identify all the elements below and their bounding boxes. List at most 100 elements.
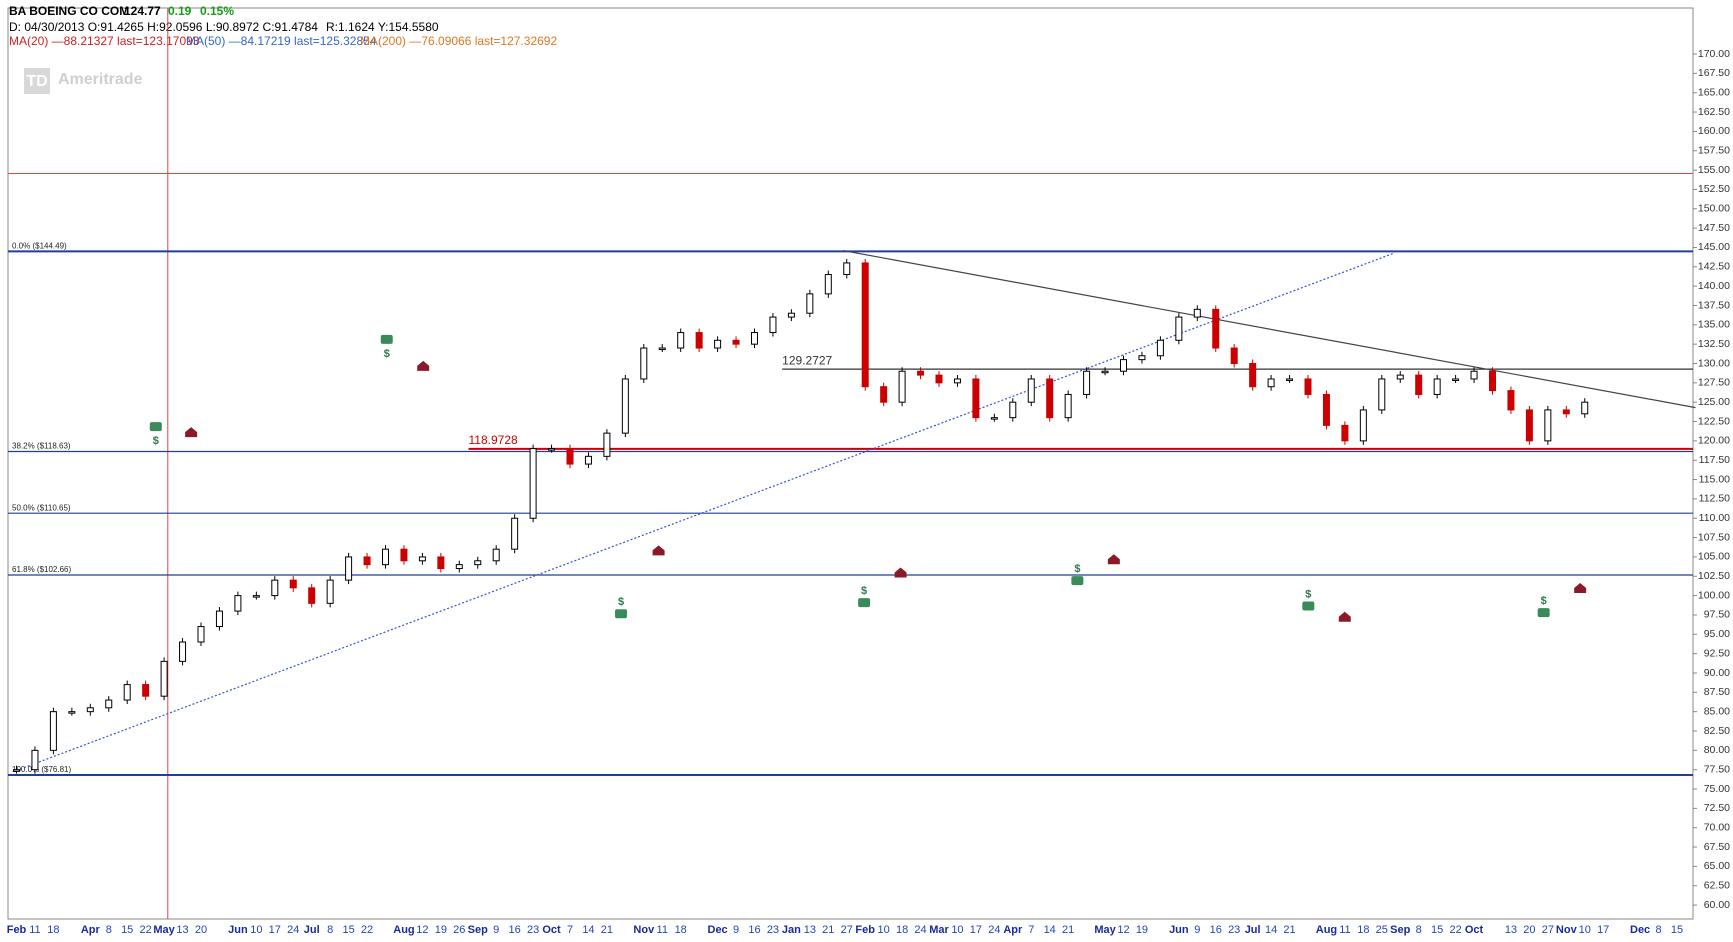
- y-tick-label: 97.50: [1704, 609, 1730, 621]
- y-tick-label: 150.00: [1698, 203, 1730, 215]
- x-tick-label: 8: [327, 924, 333, 936]
- x-tick-label: 15: [1431, 924, 1443, 936]
- fib-label: 50.0% ($110.65): [12, 503, 71, 512]
- x-tick-label: 23: [527, 924, 539, 936]
- x-tick-label: Jun: [228, 924, 248, 936]
- candle: [843, 262, 851, 276]
- candle: [382, 548, 389, 566]
- x-tick-label: 14: [582, 924, 594, 936]
- y-tick-label: 125.00: [1698, 396, 1730, 408]
- candle: [234, 595, 242, 612]
- earnings-icon: [1574, 582, 1587, 593]
- candle: [769, 316, 777, 334]
- x-tick-label: Aug: [1316, 924, 1337, 936]
- dividend-symbol: $: [1541, 595, 1547, 607]
- candle: [1544, 409, 1552, 442]
- dividend-icon: [149, 422, 162, 432]
- x-tick-label: Apr: [81, 924, 101, 936]
- y-tick-label: 75.00: [1704, 783, 1730, 795]
- candle: [363, 556, 371, 566]
- y-tick-label: 165.00: [1698, 86, 1730, 98]
- x-tick-label: 23: [767, 924, 779, 936]
- candle: [197, 626, 205, 643]
- candle: [474, 560, 482, 566]
- y-tick-label: 152.50: [1698, 183, 1730, 195]
- dividend-icon: [380, 334, 393, 344]
- x-tick-label: 17: [970, 924, 982, 936]
- candle: [308, 587, 316, 604]
- x-tick-label: 15: [1671, 924, 1683, 936]
- x-tick-label: Feb: [7, 924, 27, 936]
- candle: [31, 749, 39, 771]
- earnings-icon: [894, 567, 907, 578]
- x-tick-label: 13: [176, 924, 188, 936]
- candle: [603, 432, 611, 457]
- x-tick-label: Jan: [782, 924, 801, 936]
- x-tick-label: Nov: [633, 924, 655, 936]
- y-tick-label: 92.50: [1704, 647, 1730, 659]
- candle: [658, 347, 666, 351]
- candle: [1433, 378, 1441, 395]
- x-tick-label: 17: [1597, 924, 1609, 936]
- candle: [1322, 393, 1330, 426]
- x-tick-label: 16: [509, 924, 521, 936]
- candle: [123, 684, 131, 701]
- candle: [1101, 370, 1109, 374]
- dividend-icon: [858, 598, 871, 608]
- x-tick-label: 9: [1194, 924, 1200, 936]
- x-tick-label: 22: [140, 924, 152, 936]
- cursor-info: D: 04/30/2013 O:91.4265 H:92.0596 L:90.8…: [9, 20, 318, 34]
- candle: [1286, 378, 1294, 381]
- candle: [640, 347, 648, 380]
- y-tick-label: 87.50: [1704, 686, 1730, 698]
- dividend-symbol: $: [384, 348, 390, 360]
- y-tick-label: 157.50: [1698, 145, 1730, 157]
- x-tick-label: 26: [453, 924, 465, 936]
- candle: [1304, 378, 1312, 395]
- x-tick-label: 13: [1505, 924, 1517, 936]
- candle: [252, 595, 260, 598]
- y-tick-label: 170.00: [1698, 48, 1730, 60]
- candle: [1120, 359, 1127, 372]
- candle: [1009, 401, 1017, 419]
- candle: [695, 332, 703, 349]
- candle: [1359, 409, 1367, 442]
- candle: [215, 610, 223, 628]
- dividend-icon: [1302, 601, 1315, 611]
- x-tick-label: Jul: [304, 924, 320, 936]
- candle: [861, 262, 869, 388]
- y-tick-label: 155.00: [1698, 164, 1730, 176]
- x-tick-label: Aug: [393, 924, 414, 936]
- y-tick-label: 135.00: [1698, 319, 1730, 331]
- candle: [1083, 370, 1091, 395]
- x-tick-label: 24: [914, 924, 926, 936]
- candle: [566, 448, 574, 465]
- candle: [511, 517, 519, 550]
- x-tick-label: 20: [1523, 924, 1535, 936]
- y-tick-label: 147.50: [1698, 222, 1730, 234]
- y-tick-label: 82.50: [1704, 725, 1730, 737]
- y-tick-label: 85.00: [1704, 705, 1730, 717]
- dividend-icon: [615, 609, 628, 619]
- ma20: MA(20) —88.21327 last=123.17093: [9, 34, 200, 48]
- x-tick-label: 11: [657, 924, 668, 936]
- candle: [1415, 374, 1423, 395]
- y-tick-label: 102.50: [1698, 570, 1730, 582]
- earnings-icon: [1107, 554, 1120, 565]
- candle: [345, 556, 353, 581]
- candle: [326, 579, 334, 604]
- candle: [1562, 409, 1570, 415]
- candle: [584, 455, 592, 465]
- earnings-icon: [417, 360, 430, 371]
- candle: [1046, 378, 1054, 419]
- candle: [1212, 308, 1220, 349]
- candle: [1452, 378, 1460, 381]
- range-info: R:1.1624 Y:154.5580: [326, 20, 439, 34]
- x-tick-label: 18: [47, 924, 59, 936]
- ma200: MA(200) —76.09066 last=127.32692: [360, 34, 557, 48]
- x-tick-label: 12: [1117, 924, 1129, 936]
- x-tick-label: Oct: [542, 924, 561, 936]
- x-tick-label: 16: [748, 924, 760, 936]
- candle: [935, 374, 943, 384]
